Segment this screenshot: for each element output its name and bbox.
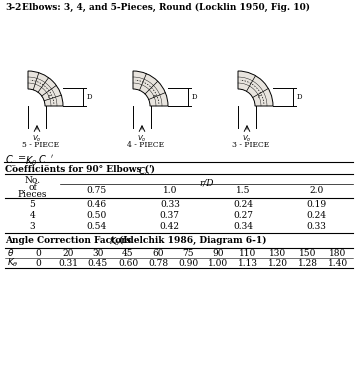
Text: 3-2: 3-2 <box>5 3 21 12</box>
Text: 1.40: 1.40 <box>328 259 348 267</box>
Text: 3: 3 <box>30 222 35 231</box>
Text: Angle Correction Factors: Angle Correction Factors <box>5 236 134 245</box>
Text: 0.19: 0.19 <box>306 200 326 209</box>
Text: 0.46: 0.46 <box>86 200 107 209</box>
Text: 0: 0 <box>35 249 41 258</box>
Text: 45: 45 <box>122 249 134 258</box>
Text: $\theta$: $\theta$ <box>7 247 14 259</box>
Text: 20: 20 <box>62 249 74 258</box>
Text: 130: 130 <box>270 249 287 258</box>
Text: $V_o$: $V_o$ <box>32 134 42 144</box>
Text: 3 - PIECE: 3 - PIECE <box>232 141 270 149</box>
Text: r: r <box>47 94 50 99</box>
Text: 0.24: 0.24 <box>233 200 253 209</box>
Text: 1.28: 1.28 <box>298 259 318 267</box>
Text: 0.60: 0.60 <box>118 259 138 267</box>
Text: 1.5: 1.5 <box>236 186 250 195</box>
Text: Pieces: Pieces <box>18 190 47 199</box>
Text: $V_o$: $V_o$ <box>137 134 147 144</box>
Text: 75: 75 <box>182 249 194 258</box>
Text: 0.31: 0.31 <box>58 259 78 267</box>
Text: 2.0: 2.0 <box>309 186 323 195</box>
Text: 60: 60 <box>152 249 164 258</box>
Text: 4 - PIECE: 4 - PIECE <box>127 141 165 149</box>
Text: 1.20: 1.20 <box>268 259 288 267</box>
Text: $C_{\_}$: $C_{\_}$ <box>38 154 50 169</box>
Text: 0.33: 0.33 <box>306 222 326 231</box>
Text: 0.54: 0.54 <box>86 222 107 231</box>
Text: 0.27: 0.27 <box>233 211 253 220</box>
Text: Coefficients for 90° Elbows (: Coefficients for 90° Elbows ( <box>5 165 149 174</box>
Text: $V_o$: $V_o$ <box>242 134 252 144</box>
Text: $'$: $'$ <box>50 154 54 163</box>
Text: 0.78: 0.78 <box>148 259 168 267</box>
Text: No.: No. <box>24 176 41 185</box>
Text: 0.34: 0.34 <box>233 222 253 231</box>
Text: D: D <box>87 93 92 101</box>
Text: 0.37: 0.37 <box>160 211 180 220</box>
Text: $K_\theta$: $K_\theta$ <box>25 154 37 168</box>
Text: r/D: r/D <box>199 178 214 187</box>
Wedge shape <box>238 71 273 106</box>
Text: D: D <box>192 93 197 101</box>
Text: 0.50: 0.50 <box>86 211 107 220</box>
Text: 5 - PIECE: 5 - PIECE <box>22 141 60 149</box>
Text: (Idelchik 1986, Diagram 6-1): (Idelchik 1986, Diagram 6-1) <box>119 236 266 245</box>
Text: 1.00: 1.00 <box>208 259 228 267</box>
Text: 1.13: 1.13 <box>238 259 258 267</box>
Wedge shape <box>133 71 168 106</box>
Text: =: = <box>18 154 29 163</box>
Text: $K_\theta$: $K_\theta$ <box>109 236 121 249</box>
Text: r: r <box>152 94 155 99</box>
Text: 0: 0 <box>35 259 41 267</box>
Text: 0.90: 0.90 <box>178 259 198 267</box>
Text: 180: 180 <box>330 249 347 258</box>
Text: 5: 5 <box>30 200 35 209</box>
Text: 0.33: 0.33 <box>160 200 180 209</box>
Wedge shape <box>28 71 63 106</box>
Text: 0.42: 0.42 <box>160 222 180 231</box>
Text: 1.0: 1.0 <box>163 186 177 195</box>
Text: D: D <box>297 93 302 101</box>
Text: 90: 90 <box>212 249 224 258</box>
Text: $K_\theta$: $K_\theta$ <box>7 257 19 269</box>
Text: 30: 30 <box>92 249 104 258</box>
Text: $C_{\_}$: $C_{\_}$ <box>5 154 17 169</box>
Text: $C_o$: $C_o$ <box>138 165 150 177</box>
Text: 150: 150 <box>299 249 317 258</box>
Text: 0.75: 0.75 <box>86 186 107 195</box>
Text: 0.45: 0.45 <box>88 259 108 267</box>
Text: r: r <box>257 94 260 99</box>
Text: '): ') <box>148 165 155 174</box>
Text: of: of <box>28 183 37 192</box>
Text: Elbows: 3, 4, and 5-Pieces, Round (Locklin 1950, Fig. 10): Elbows: 3, 4, and 5-Pieces, Round (Lockl… <box>22 3 310 12</box>
Text: 110: 110 <box>240 249 257 258</box>
Text: 0.24: 0.24 <box>306 211 326 220</box>
Text: 4: 4 <box>30 211 35 220</box>
